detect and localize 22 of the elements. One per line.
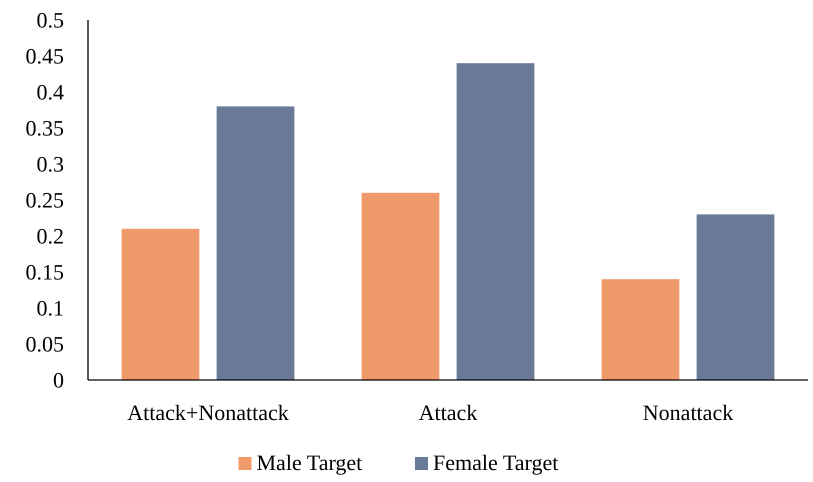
y-tick-label: 0.25 (26, 188, 64, 213)
y-tick-label: 0.45 (26, 44, 64, 69)
y-tick-label: 0.35 (26, 116, 64, 141)
bar (456, 63, 534, 380)
y-tick-label: 0.2 (36, 224, 64, 249)
bar (602, 279, 680, 380)
bar (696, 214, 774, 380)
y-tick-label: 0 (53, 368, 64, 393)
y-tick-label: 0.4 (36, 80, 64, 105)
x-tick-label: Attack (418, 400, 478, 425)
x-tick-label: Attack+Nonattack (127, 400, 289, 425)
legend-label: Female Target (433, 450, 558, 475)
y-tick-label: 0.5 (36, 8, 64, 33)
bar (122, 228, 200, 380)
y-tick-label: 0.3 (36, 152, 64, 177)
bar (216, 106, 294, 380)
legend-label: Male Target (256, 450, 362, 475)
bar (362, 192, 440, 380)
x-tick-label: Nonattack (642, 400, 734, 425)
y-tick-label: 0.15 (26, 260, 64, 285)
y-tick-label: 0.1 (36, 296, 64, 321)
y-tick-label: 0.05 (26, 332, 64, 357)
